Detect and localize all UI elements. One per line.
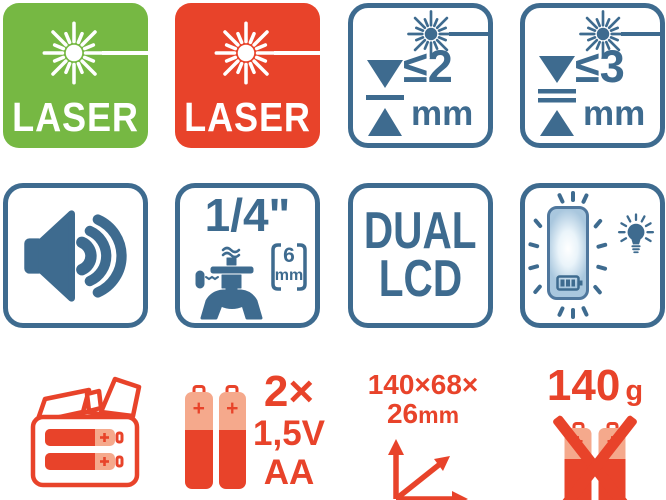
battery-terminal [606,422,618,428]
laser-beam-line [102,51,148,55]
laser-beam-line [274,51,320,55]
battery-count: 2× [263,367,315,416]
glow-ray [580,192,589,205]
laser-starburst-icon [579,10,627,58]
thread-size-label: 1/4" [204,189,291,241]
dual-lcd-line1: DUAL [364,201,477,260]
accuracy-value: ≤2 [403,41,453,92]
dimensions-text: 140×68× 26mm [348,370,498,429]
thread-depth-unit: mm [274,267,304,284]
light-bulb-icon [617,213,655,254]
glow-ray [595,264,608,271]
spec-batteries: + + 2× 1,5V AA [175,358,325,500]
deviation-triangles-icon [366,60,404,136]
weight-unit: g [625,375,644,407]
tile-sound-signal [3,183,148,328]
deviation-triangles-icon [538,56,576,136]
aa-battery-icon: + [185,385,213,489]
accuracy-unit: mm [411,94,474,133]
glow-ray [592,284,603,295]
dimensions-value: 26 [386,398,419,430]
weight-text: 140 g [520,364,666,408]
tile-dual-lcd: DUAL LCD [348,183,493,328]
tile-display-backlight [520,183,665,328]
spec-dimensions: 140×68× 26mm [348,358,498,500]
dimensions-line1: 140×68× [367,369,479,400]
glow-ray [595,242,608,249]
tile-laser-red: LASER [175,3,320,148]
speaker-sound-waves-icon [24,210,127,302]
backlit-display-icon [547,206,589,300]
battery-terminal [192,385,206,392]
battery-type: AA [263,453,315,493]
spec-packaging [3,358,153,500]
dimensions-unit: mm [418,402,460,429]
glow-ray [532,218,543,229]
battery-voltage: 1,5V [253,414,325,453]
battery-terminal [225,385,239,392]
xyz-arrows-icon [388,438,468,500]
glow-ray [571,191,575,202]
battery-terminal [572,422,584,428]
tile-laser-green: LASER [3,3,148,148]
dual-lcd-line2: LCD [378,249,463,308]
crossed-out-batteries-icon: + + [543,414,647,500]
laser-label: LASER [12,94,139,140]
glow-ray [532,284,543,295]
glow-ray [571,308,575,319]
laser-starburst-icon [42,21,106,85]
glow-ray [580,305,589,318]
accuracy-value: ≤3 [575,41,625,92]
glow-ray [527,264,540,271]
box-with-batteries-icon [30,376,142,488]
battery-level-icon [556,275,583,291]
spec-weight: 140 g + + [520,358,666,500]
aa-battery-icon: + [218,385,246,489]
thread-depth-bracket: 6 mm [270,242,308,292]
glow-ray [556,305,565,318]
battery-plus-sign: + [226,397,239,420]
laser-starburst-icon [407,10,455,58]
accuracy-unit: mm [583,94,646,133]
glow-ray [527,242,540,249]
battery-plus-sign: + [192,397,205,420]
tile-tripod-thread: 1/4" 6 mm [175,183,320,328]
laser-label: LASER [184,94,311,140]
tile-accuracy-3mm: ≤3 mm [520,3,665,148]
laser-beam-line [621,32,660,36]
tripod-mount-icon [195,246,263,320]
laser-beam-line [449,32,488,36]
laser-starburst-icon [214,21,278,85]
bracket-icon [271,243,307,291]
glow-ray [556,192,565,205]
weight-value: 140 [546,361,621,410]
tile-accuracy-2mm: ≤2 mm [348,3,493,148]
dual-lcd-label: DUAL LCD [353,188,488,323]
glow-ray [592,218,603,229]
thread-depth-value: 6 [283,244,295,267]
